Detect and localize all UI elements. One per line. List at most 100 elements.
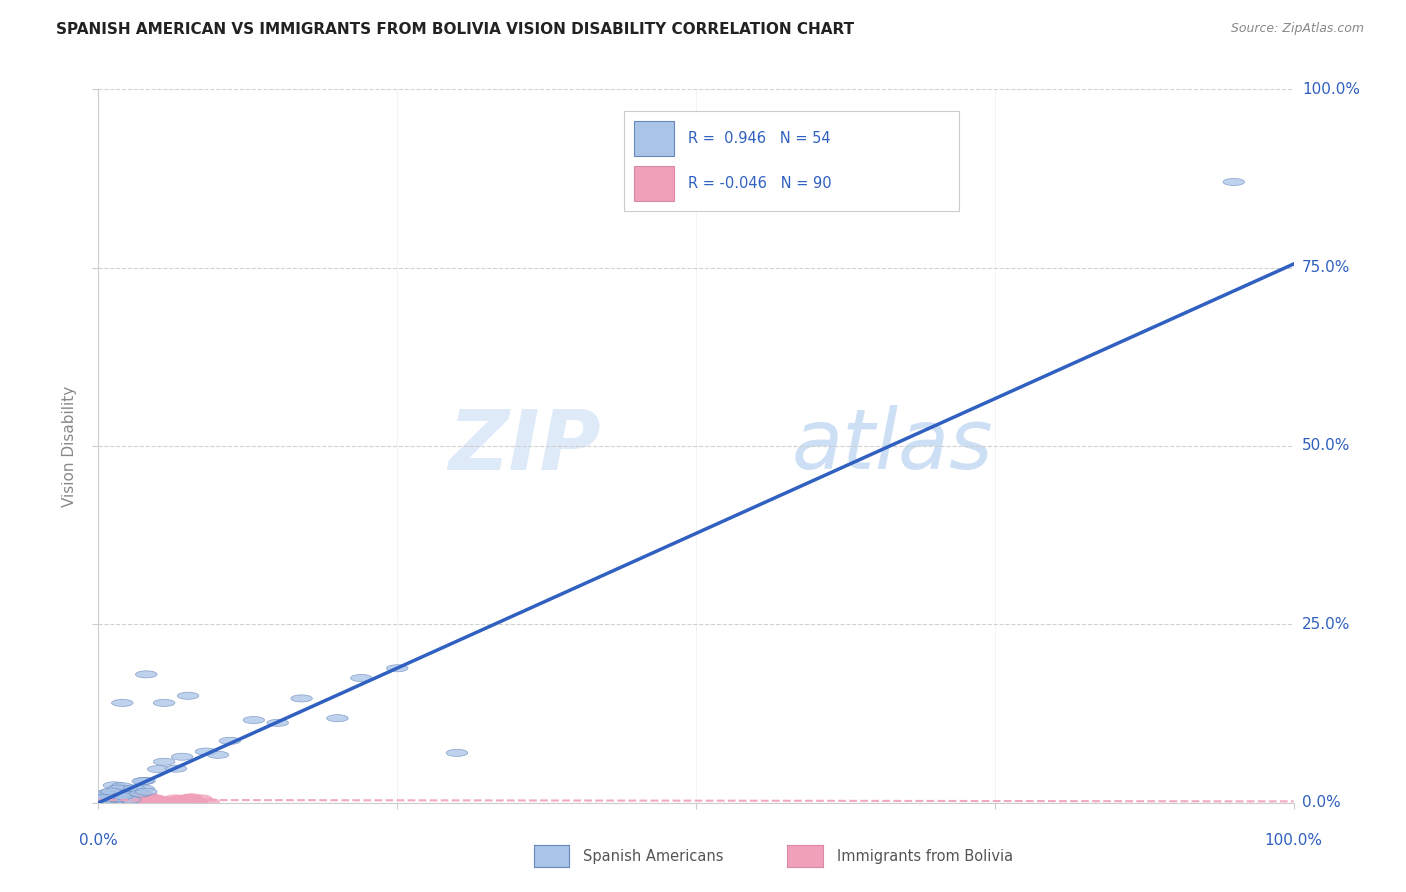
Text: 100.0%: 100.0% [1264,833,1323,848]
Text: 75.0%: 75.0% [1302,260,1350,275]
Ellipse shape [165,795,186,802]
Ellipse shape [111,699,134,706]
Ellipse shape [127,797,148,804]
Ellipse shape [166,765,187,772]
Ellipse shape [96,792,117,799]
Text: 100.0%: 100.0% [1302,82,1360,96]
Ellipse shape [122,796,143,803]
Ellipse shape [148,798,169,805]
Ellipse shape [118,797,139,804]
Ellipse shape [117,786,139,793]
Ellipse shape [111,797,132,805]
Ellipse shape [155,798,177,805]
Ellipse shape [179,795,200,802]
Ellipse shape [121,798,142,805]
Ellipse shape [89,798,111,805]
Ellipse shape [98,796,121,803]
Ellipse shape [111,782,132,789]
Ellipse shape [148,765,169,772]
Ellipse shape [135,671,157,678]
Ellipse shape [118,797,141,804]
Ellipse shape [110,790,131,797]
Ellipse shape [110,793,131,800]
Ellipse shape [186,798,208,805]
Ellipse shape [114,790,136,797]
Ellipse shape [114,797,135,804]
Ellipse shape [89,799,110,806]
Ellipse shape [243,716,264,723]
Ellipse shape [127,795,148,802]
Ellipse shape [153,699,174,706]
Ellipse shape [107,794,128,801]
Ellipse shape [127,797,149,804]
Ellipse shape [139,797,160,805]
Ellipse shape [153,758,174,765]
Ellipse shape [198,798,219,805]
Ellipse shape [219,738,240,744]
Text: 0.0%: 0.0% [79,833,118,848]
Ellipse shape [350,674,373,681]
Ellipse shape [207,751,229,758]
Ellipse shape [173,798,194,805]
Ellipse shape [172,795,193,802]
Ellipse shape [96,799,117,806]
Ellipse shape [96,799,117,806]
Ellipse shape [91,794,112,801]
Ellipse shape [101,789,122,796]
Ellipse shape [134,785,155,792]
Ellipse shape [107,793,128,800]
Ellipse shape [103,781,125,789]
Text: 0.0%: 0.0% [1302,796,1340,810]
Ellipse shape [100,794,121,801]
Ellipse shape [177,692,198,699]
Ellipse shape [101,796,124,802]
Ellipse shape [156,799,177,805]
Ellipse shape [118,790,139,797]
Ellipse shape [129,798,150,805]
Ellipse shape [326,714,349,722]
Ellipse shape [112,790,134,797]
Ellipse shape [132,797,153,804]
Ellipse shape [108,785,129,792]
Ellipse shape [138,792,159,799]
Ellipse shape [121,798,143,805]
Ellipse shape [97,790,118,797]
Ellipse shape [121,794,142,801]
Ellipse shape [112,797,134,805]
Ellipse shape [90,791,111,798]
Ellipse shape [97,799,118,806]
Ellipse shape [101,795,122,802]
Ellipse shape [104,793,125,800]
Ellipse shape [387,665,408,672]
Ellipse shape [104,794,125,801]
Y-axis label: Vision Disability: Vision Disability [62,385,77,507]
Ellipse shape [134,777,156,784]
Ellipse shape [172,753,193,760]
Ellipse shape [96,794,117,801]
Text: Source: ZipAtlas.com: Source: ZipAtlas.com [1230,22,1364,36]
Ellipse shape [107,795,128,802]
Ellipse shape [96,789,117,797]
Ellipse shape [117,795,139,802]
Ellipse shape [97,794,118,801]
Ellipse shape [190,795,212,802]
Ellipse shape [129,790,150,797]
Ellipse shape [149,796,172,803]
Ellipse shape [135,798,157,805]
Ellipse shape [132,797,153,804]
Ellipse shape [105,796,127,803]
Ellipse shape [94,794,117,801]
Ellipse shape [135,796,157,803]
Ellipse shape [128,791,149,798]
Ellipse shape [101,799,122,806]
Ellipse shape [124,785,145,792]
Ellipse shape [112,798,135,805]
Ellipse shape [120,799,141,806]
Ellipse shape [103,791,124,798]
Ellipse shape [136,796,159,803]
Ellipse shape [141,798,163,805]
Ellipse shape [132,778,153,785]
Ellipse shape [111,793,134,800]
Ellipse shape [177,797,198,805]
Ellipse shape [108,795,131,802]
